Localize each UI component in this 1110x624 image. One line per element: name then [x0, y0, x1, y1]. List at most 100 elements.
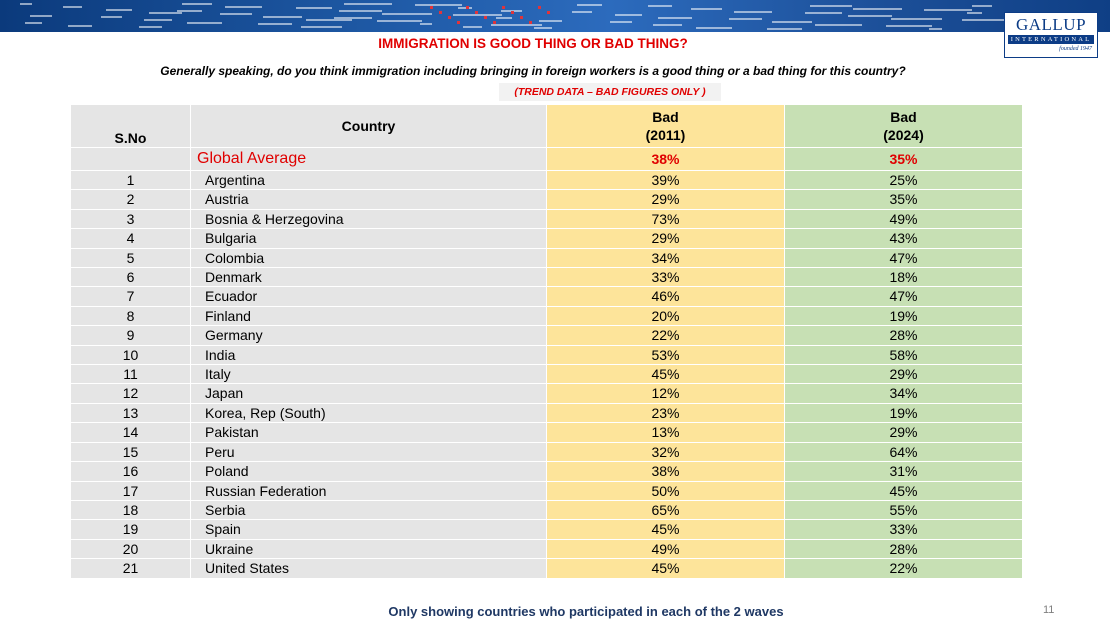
- banner-decoration: [415, 4, 462, 6]
- banner-decoration: [30, 15, 52, 17]
- banner-decoration: [496, 17, 512, 19]
- banner-decoration: [534, 27, 552, 29]
- table-row: 16 Poland 38% 31%: [70, 461, 1023, 482]
- row-sno: 19: [70, 519, 191, 540]
- global-average-2011: 38%: [546, 147, 785, 171]
- row-bad-2011: 38%: [546, 461, 785, 482]
- table-header-row: S.No Country Bad (2011) Bad (2024): [70, 104, 1023, 148]
- row-bad-2024: 31%: [784, 461, 1023, 482]
- row-country: Bulgaria: [190, 228, 547, 249]
- banner-decoration: [220, 13, 252, 15]
- banner-decoration: [493, 21, 496, 24]
- row-bad-2024: 55%: [784, 499, 1023, 521]
- row-bad-2024: 19%: [784, 305, 1023, 327]
- banner-decoration: [962, 19, 1012, 21]
- banner-decoration: [967, 12, 982, 14]
- row-bad-2011: 32%: [546, 441, 785, 463]
- row-sno: 13: [70, 402, 191, 424]
- row-bad-2024: 33%: [784, 519, 1023, 540]
- row-sno: 20: [70, 538, 191, 560]
- row-sno: 3: [70, 208, 191, 230]
- global-average-label: Global Average: [190, 147, 547, 171]
- row-country: Spain: [190, 519, 547, 540]
- table-row: 4 Bulgaria 29% 43%: [70, 228, 1023, 249]
- row-country: India: [190, 344, 547, 366]
- row-country: Germany: [190, 325, 547, 346]
- banner-decoration: [334, 17, 372, 19]
- banner-decoration: [891, 18, 942, 20]
- row-bad-2011: 45%: [546, 364, 785, 385]
- banner-decoration: [648, 5, 672, 7]
- row-sno: 15: [70, 441, 191, 463]
- row-sno: 9: [70, 325, 191, 346]
- footer-note: Only showing countries who participated …: [388, 604, 784, 619]
- banner-decoration: [20, 3, 32, 5]
- banner-decoration: [691, 8, 722, 10]
- row-sno: 16: [70, 461, 191, 482]
- table-row: 12 Japan 12% 34%: [70, 383, 1023, 404]
- row-bad-2024: 22%: [784, 558, 1023, 579]
- banner-decoration: [25, 22, 42, 24]
- banner-decoration: [453, 14, 502, 16]
- row-bad-2011: 29%: [546, 228, 785, 249]
- table-row: 3 Bosnia & Herzegovina 73% 49%: [70, 208, 1023, 230]
- banner-decoration: [68, 25, 92, 27]
- row-sno: 8: [70, 305, 191, 327]
- banner-decoration: [924, 9, 972, 11]
- banner-decoration: [466, 6, 469, 9]
- banner-decoration: [529, 21, 532, 24]
- row-bad-2011: 45%: [546, 519, 785, 540]
- banner-decoration: [475, 11, 478, 14]
- banner-decoration: [972, 5, 992, 7]
- banner-decoration: [653, 24, 682, 26]
- banner-decoration: [63, 6, 82, 8]
- row-country: Korea, Rep (South): [190, 402, 547, 424]
- row-country: Russian Federation: [190, 480, 547, 501]
- row-country: Ukraine: [190, 538, 547, 560]
- row-bad-2011: 73%: [546, 208, 785, 230]
- row-country: Bosnia & Herzegovina: [190, 208, 547, 230]
- banner-decoration: [484, 16, 487, 19]
- banner-decoration: [538, 6, 541, 9]
- gallup-logo: GALLUP INTERNATIONAL founded 1947: [1004, 12, 1098, 58]
- row-bad-2024: 25%: [784, 169, 1023, 191]
- row-bad-2024: 47%: [784, 247, 1023, 269]
- banner-decoration: [420, 23, 432, 25]
- banner-decoration: [815, 24, 862, 26]
- banner-decoration: [511, 11, 514, 14]
- global-average-sno: [70, 147, 191, 171]
- row-sno: 12: [70, 383, 191, 404]
- banner-decoration: [187, 22, 222, 24]
- row-bad-2011: 65%: [546, 499, 785, 521]
- header-bad-2024-line2: (2024): [883, 127, 924, 143]
- row-sno: 14: [70, 422, 191, 443]
- banner-decoration: [572, 11, 592, 13]
- banner-decoration: [658, 17, 692, 19]
- row-country: Pakistan: [190, 422, 547, 443]
- row-bad-2011: 50%: [546, 480, 785, 501]
- banner-decoration: [886, 25, 932, 27]
- header-country-label: Country: [341, 118, 396, 134]
- banner-decoration: [306, 19, 352, 21]
- row-sno: 7: [70, 286, 191, 307]
- banner-decoration: [539, 20, 562, 22]
- banner-decoration: [805, 12, 842, 14]
- banner-decoration: [144, 19, 172, 21]
- row-bad-2024: 34%: [784, 383, 1023, 404]
- banner-decoration: [734, 11, 772, 13]
- banner-decoration: [767, 28, 802, 30]
- row-bad-2011: 12%: [546, 383, 785, 404]
- page-number: 11: [1043, 604, 1055, 616]
- row-sno: 4: [70, 228, 191, 249]
- row-country: Serbia: [190, 499, 547, 521]
- banner-decoration: [177, 10, 202, 12]
- row-sno: 11: [70, 364, 191, 385]
- row-sno: 18: [70, 499, 191, 521]
- global-average-2024: 35%: [784, 147, 1023, 171]
- row-country: United States: [190, 558, 547, 579]
- row-bad-2024: 35%: [784, 189, 1023, 210]
- table-row: 17 Russian Federation 50% 45%: [70, 480, 1023, 501]
- row-sno: 5: [70, 247, 191, 269]
- header-bad-2011-line1: Bad: [652, 109, 679, 125]
- banner-decoration: [848, 15, 892, 17]
